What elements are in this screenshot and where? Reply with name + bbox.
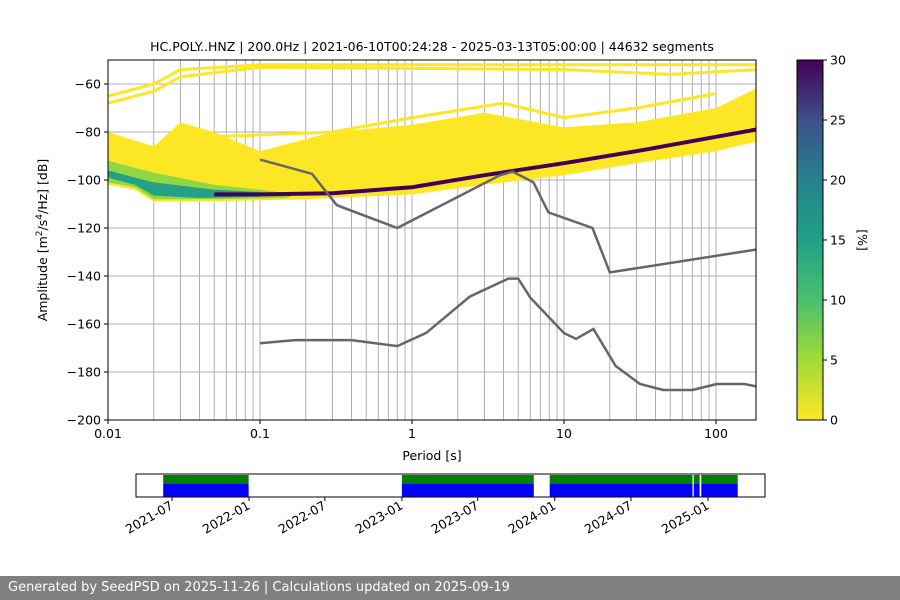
colorbar-tick-label: 20 (830, 173, 846, 188)
colorbar-tick-label: 0 (830, 413, 838, 428)
colorbar-tick-label: 15 (830, 233, 846, 248)
pdf-sparse-line (214, 92, 717, 139)
x-tick-label: 0.01 (94, 426, 122, 441)
colorbar-tick-label: 10 (830, 293, 846, 308)
noise-model-nlnm (259, 277, 756, 392)
colorbar-label: [%] (855, 229, 870, 251)
x-tick-label: 1 (408, 426, 416, 441)
plot-frame (107, 59, 757, 421)
y-tick-label: −80 (75, 125, 101, 140)
timeline-tick-label: 2024-01 (506, 498, 559, 537)
y-tick-label: −140 (67, 269, 101, 284)
y-tick-label: −60 (75, 77, 101, 92)
colorbar-tick-label: 25 (830, 113, 846, 128)
timeline-tick-label: 2022-07 (276, 498, 329, 537)
coverage-bar-top (693, 475, 700, 484)
chart-title: HC.POLY..HNZ | 200.0Hz | 2021-06-10T00:2… (150, 39, 714, 54)
timeline-tick-label: 2024-07 (582, 498, 635, 537)
coverage-bar-bottom (163, 484, 249, 497)
coverage-bar-bottom (401, 484, 534, 497)
ppsd-chart: HC.POLY..HNZ | 200.0Hz | 2021-06-10T00:2… (35, 39, 870, 537)
y-tick-label: −100 (67, 173, 101, 188)
timeline-tick-label: 2025-01 (659, 498, 712, 537)
timeline-tick-label: 2022-01 (200, 498, 253, 537)
coverage-bar-bottom (701, 484, 738, 497)
coverage-bar-top (549, 475, 693, 484)
y-tick-label: −180 (67, 365, 101, 380)
pdf-sparse-line (108, 65, 756, 105)
pdf-region-high (108, 170, 260, 198)
timeline-tick-label: 2021-07 (123, 498, 176, 537)
colorbar-tick-label: 5 (830, 353, 838, 368)
x-axis-label: Period [s] (402, 448, 461, 463)
coverage-bar-bottom (693, 484, 700, 497)
coverage-bar-top (163, 475, 249, 484)
coverage-bar-top (701, 475, 738, 484)
y-tick-label: −160 (67, 317, 101, 332)
colorbar-tick-label: 30 (830, 53, 846, 68)
pdf-mode-line (214, 127, 756, 197)
footer-status: Generated by SeedPSD on 2025-11-26 | Cal… (0, 576, 900, 600)
x-tick-label: 10 (556, 426, 572, 441)
coverage-bar-top (401, 475, 534, 484)
timeline-tick-label: 2023-01 (353, 498, 406, 537)
y-tick-label: −120 (67, 221, 101, 236)
x-tick-label: 100 (704, 426, 728, 441)
noise-model-nhnm (259, 158, 756, 274)
y-axis-label: Amplitude [m2/s4/Hz] [dB] (35, 159, 50, 322)
y-tick-label: −200 (67, 413, 101, 428)
pdf-sparse-line (108, 63, 756, 98)
colorbar (796, 59, 824, 421)
timeline-tick-label: 2023-07 (428, 498, 481, 537)
x-tick-label: 0.1 (250, 426, 270, 441)
pdf-region-low (108, 88, 756, 202)
coverage-bar-bottom (549, 484, 693, 497)
timeline-frame (135, 473, 766, 498)
